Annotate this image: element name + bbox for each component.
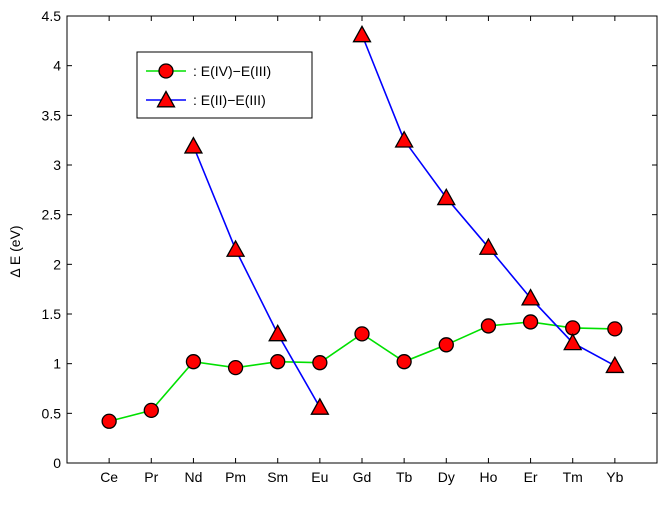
data-point xyxy=(185,354,202,370)
data-point xyxy=(143,402,159,419)
x-axis: Ce Pr Nd Pm Sm Eu Gd Tb Dy Ho Er Tm Yb xyxy=(100,16,624,485)
x-tick-label: Nd xyxy=(184,469,202,485)
legend: : E(IV)−E(III) : E(II)−E(III) xyxy=(136,51,313,119)
y-tick-label: 0 xyxy=(53,455,61,471)
x-tick-label: Tm xyxy=(563,469,583,485)
legend-item: : E(IV)−E(III) xyxy=(146,63,271,79)
data-point xyxy=(480,318,497,334)
plot-series xyxy=(101,25,625,429)
y-tick-label: 3 xyxy=(53,157,61,173)
legend-label: : E(II)−E(III) xyxy=(193,92,266,108)
legend-box xyxy=(136,51,313,119)
data-point xyxy=(394,130,414,148)
data-point xyxy=(478,237,499,255)
x-tick-label: Eu xyxy=(311,469,328,485)
series-line xyxy=(192,145,321,408)
data-point xyxy=(605,355,625,374)
data-point xyxy=(352,25,372,43)
data-point xyxy=(522,314,539,330)
x-tick-label: Pm xyxy=(225,469,246,485)
y-axis-label: Δ E (eV) xyxy=(7,225,23,277)
data-point xyxy=(310,397,330,415)
x-tick-label: Ce xyxy=(100,469,118,485)
data-point xyxy=(438,337,454,353)
y-tick-label: 2.5 xyxy=(42,207,62,223)
series-2 xyxy=(183,25,625,415)
legend-item: : E(II)−E(III) xyxy=(146,90,266,108)
x-tick-label: Pr xyxy=(144,469,158,485)
data-point xyxy=(183,136,204,154)
data-point xyxy=(227,359,244,376)
y-tick-label: 1.5 xyxy=(42,306,62,322)
x-tick-label: Dy xyxy=(438,469,455,485)
data-point xyxy=(520,288,541,306)
plot-frame xyxy=(66,15,658,464)
x-tick-label: Ho xyxy=(479,469,497,485)
data-point xyxy=(312,355,328,371)
data-point xyxy=(565,320,581,336)
y-axis: 0 0.5 1 1.5 2 2.5 3 3.5 4 4.5 xyxy=(42,8,657,471)
data-point xyxy=(225,239,246,257)
y-tick-label: 1 xyxy=(53,356,61,372)
y-tick-label: 2 xyxy=(53,256,61,272)
x-tick-label: Yb xyxy=(606,469,623,485)
legend-label: : E(IV)−E(III) xyxy=(193,63,271,79)
data-point xyxy=(607,321,623,337)
legend-marker xyxy=(156,90,176,108)
data-point xyxy=(268,324,288,342)
legend-marker xyxy=(158,63,174,79)
x-tick-label: Gd xyxy=(353,469,372,485)
y-tick-label: 4.5 xyxy=(42,8,62,24)
series-1 xyxy=(101,314,623,429)
data-point xyxy=(396,354,412,370)
series-line xyxy=(361,34,616,367)
y-tick-label: 0.5 xyxy=(42,405,62,421)
y-tick-label: 4 xyxy=(53,58,61,74)
data-point xyxy=(354,326,370,342)
data-point xyxy=(436,187,456,206)
data-point xyxy=(270,354,286,370)
data-point xyxy=(563,332,583,351)
x-tick-label: Er xyxy=(524,469,538,485)
x-tick-label: Tb xyxy=(396,469,413,485)
x-tick-label: Sm xyxy=(267,469,288,485)
data-point xyxy=(101,413,117,429)
y-tick-label: 3.5 xyxy=(42,107,62,123)
